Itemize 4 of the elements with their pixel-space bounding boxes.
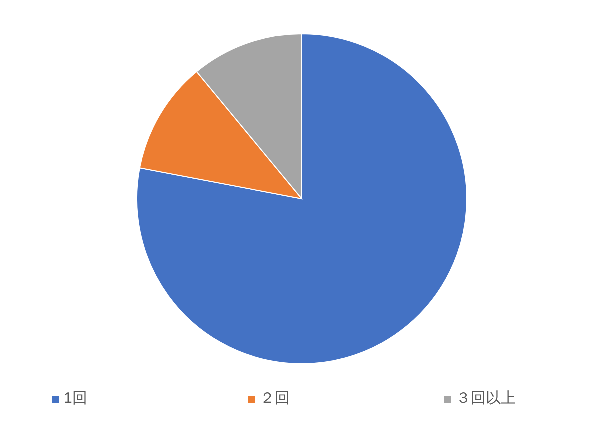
legend-label: ３回以上 (456, 389, 516, 409)
pie-slice (136, 34, 468, 364)
legend-label: 1回 (64, 389, 88, 409)
legend-label: ２回 (260, 389, 290, 409)
